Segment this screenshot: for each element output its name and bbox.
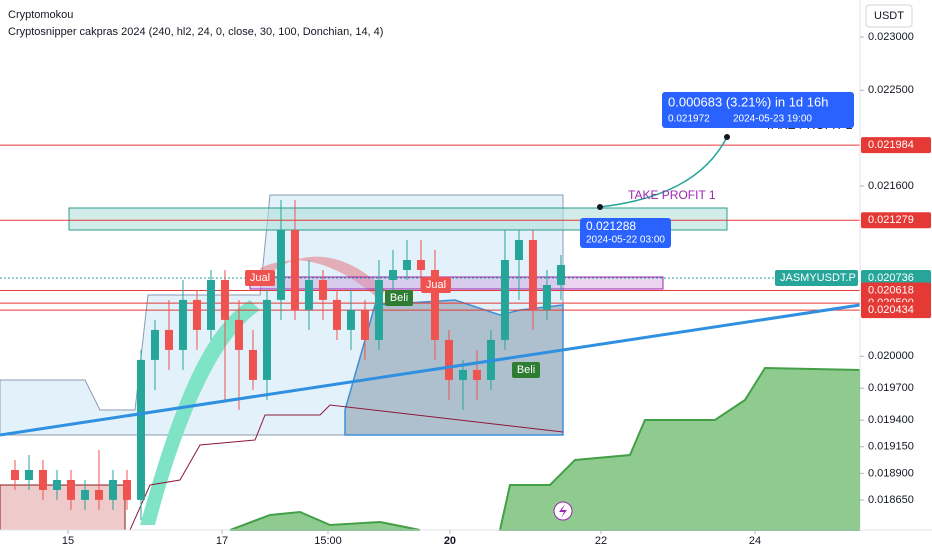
candle-body [360,309,369,340]
price-level-label: 0.020618 [868,284,914,296]
projection-end [724,134,730,140]
candle-body [388,270,397,281]
signal-label: Jual [250,272,270,284]
candle-body [164,329,173,350]
x-tick-label: 15:00 [314,535,342,547]
entry-time: 2024-05-22 03:00 [586,235,665,246]
candle-body [38,469,47,490]
candle-body [290,229,299,310]
axes: 0.023000 0.022500 0.021600 0.020000 0.019700… [62,31,931,547]
projection-time: 2024-05-23 19:00 [733,114,812,125]
candle-body [80,489,89,500]
signal-label: Beli [517,364,535,376]
y-tick-label: 0.020000 [868,350,914,362]
signal-label: Beli [390,292,408,304]
price-level-tag [861,302,931,319]
price-level-label: 0.020736 [868,272,914,284]
y-tick-label: 0.018900 [868,467,914,479]
candle-body [276,229,285,300]
candles [10,199,565,520]
candle-body [178,299,187,350]
currency-button[interactable] [865,4,913,28]
symbol-label: JASMYUSDT.P [780,272,856,284]
x-tick-label: 17 [216,535,228,547]
x-tick-label: 24 [749,535,761,547]
entry-tooltip [580,218,671,248]
projection-text: 0.000683 (3.21%) in 1d 16h [668,94,828,109]
red-cloud [0,484,126,531]
candle-body [542,285,551,310]
price-level-tag [861,212,931,229]
candle-body [500,259,509,340]
y-tick-label: 0.019700 [868,382,914,394]
candle-body [206,280,215,330]
candle-body [318,280,327,300]
currency: USDT [874,10,904,22]
projection-tooltip [662,92,854,128]
candle-body [10,469,19,480]
candle-body [122,479,131,500]
symbol-tag [775,269,858,286]
chart-subtitle: Cryptosnipper cakpras 2024 (240, hl2, 24… [8,26,383,38]
y-tick-label: 0.019400 [868,414,914,426]
x-tick-label: 22 [595,535,607,547]
candle-body [94,489,103,500]
candle-body [262,299,271,380]
signal-badge [512,362,540,378]
y-tick-label: 0.023000 [868,31,914,43]
x-tick-label: 15 [62,535,74,547]
projection-curve [599,136,728,208]
candle-body [514,239,523,260]
candle-body [192,299,201,330]
candle-body [248,349,257,380]
signal-badge [245,270,275,286]
y-tick-label: 0.018650 [868,494,914,506]
price-level-label: 0.020434 [868,304,914,316]
price-level-tag [861,282,931,299]
y-tick-label: 0.021600 [868,180,914,192]
candle-body [458,369,467,380]
signal-label: Jual [426,279,446,291]
projection-start [597,204,603,210]
price-level-tag [861,137,931,154]
y-tick-label: 0.022500 [868,84,914,96]
candle-body [402,259,411,271]
candle-body [66,479,75,500]
signal-badge [421,277,451,293]
candle-body [430,270,439,340]
price-level-label: 0.021279 [868,214,914,226]
candle-body [444,339,453,380]
candle-body [374,280,383,340]
candle-body [150,329,159,360]
event-icon-glyph [559,504,567,518]
teal-ribbon [140,300,260,525]
candle-body [52,479,61,490]
take-profit-1: TAKE PROFIT 1 [628,188,716,202]
x-tick-label: 20 [444,535,456,547]
entry-price: 0.021288 [586,219,636,233]
supply-zone [68,207,728,231]
red-channel [129,404,564,531]
signal-badge [385,290,413,306]
candle-body [556,265,565,286]
candle-body [136,359,145,500]
candle-body [24,469,33,480]
candle-body [234,319,243,350]
y-tick-label: 0.019150 [868,441,914,453]
candle-body [220,280,229,320]
pink-ribbon [260,256,385,300]
candle-body [346,309,355,330]
candle-body [416,259,425,271]
candle-body [108,479,117,500]
candle-body [528,239,537,310]
projection-price: 0.021972 [668,114,710,125]
price-level-label: 0.021984 [868,139,914,151]
chart-title: Cryptomokou [8,9,73,21]
candle-body [472,369,481,380]
candle-body [332,299,341,330]
candle-body [304,280,313,310]
trend-line [0,303,861,437]
